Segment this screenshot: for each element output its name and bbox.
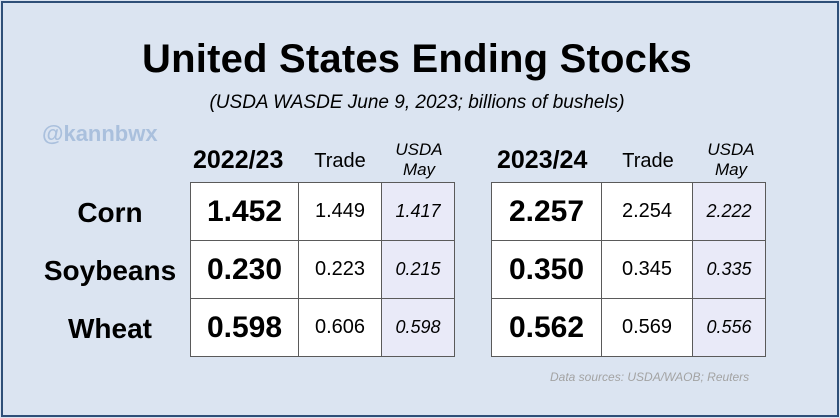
cell-may-wheat: 0.598 — [381, 298, 455, 357]
header-usda-right-line2: May — [714, 160, 748, 179]
table-row: 2.257 2.254 2.222 — [491, 182, 766, 241]
cell-usda-corn: 2.257 — [491, 182, 602, 241]
cell-usda-soybeans: 0.230 — [190, 240, 299, 299]
cell-may-soybeans: 0.215 — [381, 240, 455, 299]
table-row: 1.452 1.449 1.417 — [190, 182, 455, 241]
table-row: 0.230 0.223 0.215 — [190, 240, 455, 299]
cell-trade-corn: 1.449 — [298, 182, 382, 241]
header-usda-left-line2: May — [402, 160, 436, 179]
row-label-corn: Corn — [77, 197, 143, 228]
header-year-left: 2022/23 — [193, 146, 284, 174]
header-usda-right-line1: USDA — [707, 140, 755, 159]
watermark: @kannbwx — [42, 121, 158, 146]
table-row: 0.598 0.606 0.598 — [190, 298, 455, 357]
cell-may-corn: 1.417 — [381, 182, 455, 241]
cell-usda-wheat: 0.598 — [190, 298, 299, 357]
header-usda-left-line1: USDA — [395, 140, 443, 159]
row-label-soybeans: Soybeans — [43, 255, 177, 286]
cell-usda-soybeans: 0.350 — [491, 240, 602, 299]
cell-may-corn: 2.222 — [692, 182, 766, 241]
header-trade-left: Trade — [314, 150, 366, 172]
table-row: 0.350 0.345 0.335 — [491, 240, 766, 299]
row-label-wheat: Wheat — [68, 313, 152, 344]
cell-usda-wheat: 0.562 — [491, 298, 602, 357]
header-trade-right: Trade — [622, 150, 674, 172]
chart-title: United States Ending Stocks — [142, 37, 692, 81]
source-note: Data sources: USDA/WAOB; Reuters — [550, 370, 750, 384]
cell-trade-soybeans: 0.345 — [601, 240, 693, 299]
table-row: 0.562 0.569 0.556 — [491, 298, 766, 357]
cell-usda-corn: 1.452 — [190, 182, 299, 241]
cell-trade-wheat: 0.569 — [601, 298, 693, 357]
table-2023-24: 2.257 2.254 2.222 0.350 0.345 0.335 0.56… — [491, 182, 766, 357]
header-usda-right: USDA May — [694, 140, 768, 180]
cell-trade-wheat: 0.606 — [298, 298, 382, 357]
chart-subtitle: (USDA WASDE June 9, 2023; billions of bu… — [209, 92, 625, 113]
cell-trade-soybeans: 0.223 — [298, 240, 382, 299]
table-2022-23: 1.452 1.449 1.417 0.230 0.223 0.215 0.59… — [190, 182, 455, 357]
header-usda-left: USDA May — [382, 140, 456, 180]
cell-may-soybeans: 0.335 — [692, 240, 766, 299]
header-year-right: 2023/24 — [497, 146, 588, 174]
cell-may-wheat: 0.556 — [692, 298, 766, 357]
cell-trade-corn: 2.254 — [601, 182, 693, 241]
